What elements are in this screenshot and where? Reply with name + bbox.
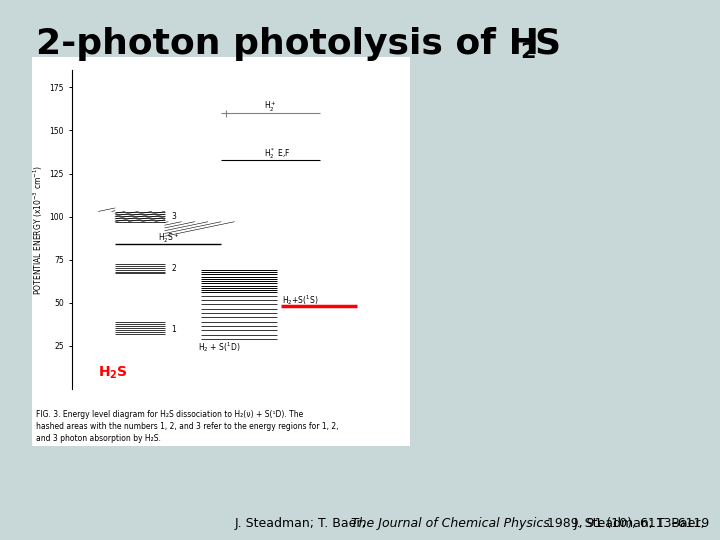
Text: H$_2^+$: H$_2^+$ [264, 100, 277, 114]
Text: J. Steadman; T. Baer,: J. Steadman; T. Baer, [574, 517, 709, 530]
Text: 2: 2 [520, 42, 536, 62]
Text: FIG. 3. Energy level diagram for H₂S dissociation to H₂(ν) + S(¹D). The
hashed a: FIG. 3. Energy level diagram for H₂S dis… [36, 410, 338, 443]
Text: H$_2$ + S($^1$D): H$_2$ + S($^1$D) [198, 341, 240, 354]
Text: $\bf{H_2S}$: $\bf{H_2S}$ [99, 364, 128, 381]
Text: 1: 1 [171, 325, 176, 334]
Text: H$_2^*$ E,F: H$_2^*$ E,F [264, 146, 290, 161]
Text: J. Steadman; T. Baer,: J. Steadman; T. Baer, [234, 517, 370, 530]
Text: S: S [534, 27, 560, 61]
Text: 1989, 91 (10), 6113–6119: 1989, 91 (10), 6113–6119 [539, 517, 709, 530]
Text: H$_2$+S($^1$S): H$_2$+S($^1$S) [282, 293, 319, 307]
Text: 2-photon photolysis of H: 2-photon photolysis of H [36, 27, 539, 61]
Text: H$_2$S$^+$: H$_2$S$^+$ [158, 232, 179, 245]
Text: The Journal of Chemical Physics: The Journal of Chemical Physics [351, 517, 550, 530]
Text: 3: 3 [171, 212, 176, 221]
Text: 2: 2 [171, 264, 176, 273]
Y-axis label: POTENTIAL ENERGY (x10$^{-3}$ cm$^{-1}$): POTENTIAL ENERGY (x10$^{-3}$ cm$^{-1}$) [32, 164, 45, 295]
